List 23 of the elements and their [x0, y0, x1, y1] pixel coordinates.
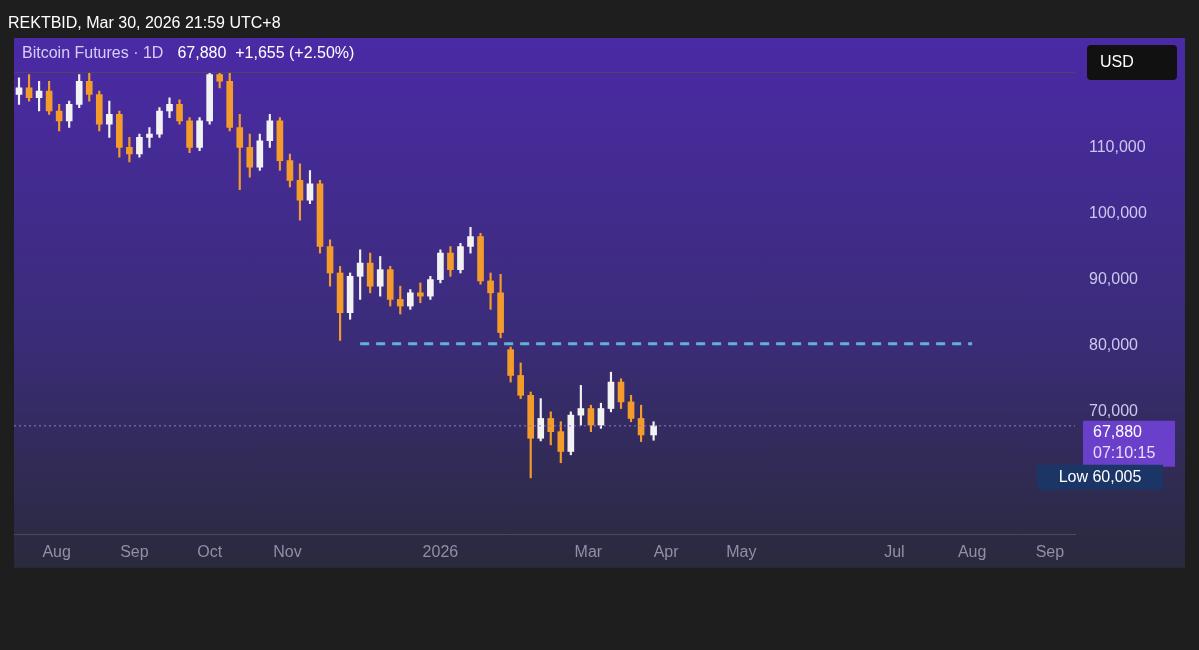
- y-tick-label: 70,000: [1089, 402, 1139, 420]
- annotation: Low 60,005: [1058, 468, 1142, 486]
- text: USD: [1100, 53, 1134, 71]
- x-tick-label: May: [726, 542, 757, 560]
- text: REKTBID, Mar 30, 2026 21:59 UTC+8: [8, 14, 281, 32]
- y-tick-label: 90,000: [1089, 270, 1139, 288]
- x-tick-label: Nov: [273, 542, 302, 560]
- x-tick-label: Sep: [120, 542, 149, 560]
- ref-line-label: 67,880: [1093, 423, 1143, 441]
- y-tick-label: 80,000: [1089, 336, 1139, 354]
- text: 07:10:15: [1093, 444, 1156, 462]
- y-tick-label: 110,000: [1089, 137, 1146, 155]
- x-tick-label: Oct: [197, 542, 223, 560]
- x-tick-label: Aug: [42, 542, 71, 560]
- x-tick-label: Apr: [653, 542, 680, 560]
- x-tick-label: 2026: [422, 542, 459, 560]
- chart-title: Bitcoin Futures · 1D: [22, 44, 164, 62]
- x-tick-label: Aug: [957, 542, 987, 560]
- y-tick-label: 100,000: [1089, 203, 1147, 221]
- x-tick-label: Mar: [574, 542, 603, 560]
- x-tick-label: Sep: [1035, 542, 1065, 560]
- x-tick-label: Jul: [884, 542, 905, 560]
- chart-subtitle: 67,880 +1,655 (+2.50%): [177, 44, 355, 62]
